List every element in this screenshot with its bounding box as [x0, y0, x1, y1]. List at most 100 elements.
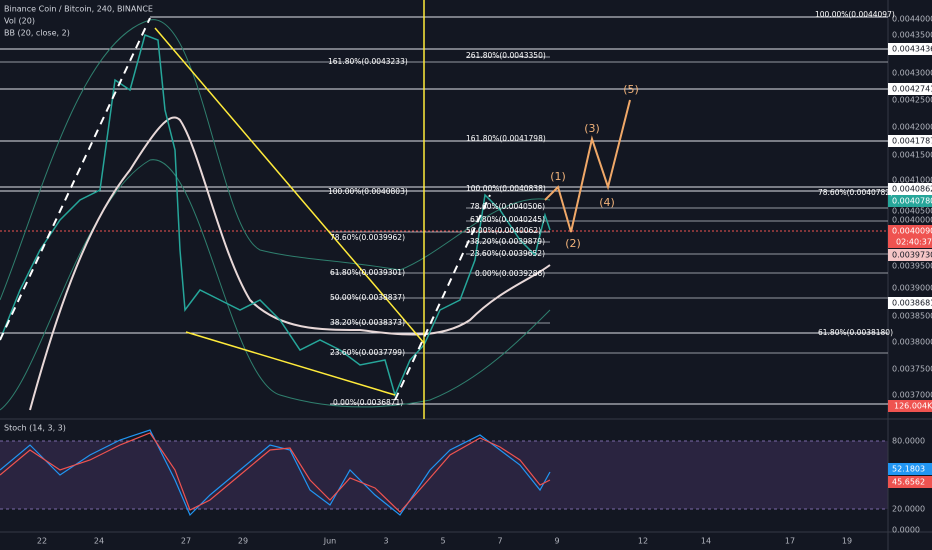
stoch-d — [0, 432, 551, 513]
price-marker: 0.0038681 — [892, 299, 932, 308]
price-label: 0.0040000 — [892, 216, 932, 225]
date-label: 3 — [383, 537, 388, 546]
fib-label: 50.00%(0.0038837) — [330, 293, 405, 302]
marker-bg — [888, 195, 932, 207]
marker-bg — [888, 400, 932, 412]
price-label: 0.0043500 — [892, 31, 932, 40]
indicator-label: Vol (20) — [4, 17, 35, 26]
bb-basis — [29, 116, 551, 411]
date-label: 9 — [554, 537, 559, 546]
fib-label: 100.00%(0.0040838) — [466, 184, 546, 193]
price-label: 0.0039000 — [892, 284, 932, 293]
indicator-label: Stoch (14, 3, 3) — [4, 424, 66, 433]
price-marker: 0.0040780 — [892, 197, 932, 206]
chart-title: Binance Coin / Bitcoin, 240, BINANCE — [4, 5, 153, 14]
date-label: 19 — [842, 537, 852, 546]
date-label: 12 — [638, 537, 648, 546]
countdown: 02:40:37 — [896, 238, 932, 247]
fib-label: 78.60%(0.0040782) — [818, 188, 893, 197]
stoch-marker: 45.6562 — [892, 478, 925, 487]
date-label: 24 — [94, 537, 104, 546]
marker-bg — [888, 225, 932, 248]
fib-label: 38.20%(0.0038373) — [330, 318, 405, 327]
price-marker: 0.0039730 — [892, 251, 932, 260]
marker-bg — [888, 297, 932, 309]
fib-labels: 100.00%(0.0044097) 261.80%(0.0043350) 16… — [328, 10, 895, 407]
date-label: 5 — [440, 537, 445, 546]
price-label: 0.0044000 — [892, 15, 932, 24]
fib-label: 0.00%(0.0039286) — [475, 269, 545, 278]
levels — [0, 16, 888, 405]
date-axis: 22 24 27 29 Jun 3 5 7 9 12 14 17 19 — [37, 537, 852, 546]
marker-bg — [888, 43, 932, 55]
bb-upper — [0, 19, 551, 301]
marker-bg — [888, 83, 932, 95]
wave-label: (2) — [565, 237, 581, 250]
price-marker: 0.0040090 — [892, 227, 932, 236]
price-marker: 0.0043436 — [892, 45, 932, 54]
indicator-label: BB (20, close, 2) — [4, 29, 70, 38]
marker-bg — [888, 463, 932, 475]
fib-label: 100.00%(0.0040803) — [328, 187, 408, 196]
dashed-trend — [0, 17, 151, 341]
price-label: 0.0039500 — [892, 262, 932, 271]
date-label: 27 — [181, 537, 191, 546]
marker-bg — [888, 183, 932, 195]
price-label: 0.0038000 — [892, 338, 932, 347]
price-label: 0.0042000 — [892, 123, 932, 132]
marker-bg — [888, 476, 932, 488]
trendline — [185, 331, 396, 396]
wave-label: (3) — [584, 122, 600, 135]
trendline — [154, 27, 425, 344]
date-label: 22 — [37, 537, 47, 546]
marker-bg — [888, 249, 932, 261]
bb-lower — [0, 159, 551, 411]
date-label: 7 — [497, 537, 502, 546]
fib-label: 23.60%(0.0039652) — [470, 249, 545, 258]
fib-label: 0.00%(0.0036871) — [333, 398, 403, 407]
price-label: 0.0043000 — [892, 69, 932, 78]
price-label: 0.0037500 — [892, 365, 932, 374]
price-axis: 0.0044000 0.0043500 0.0043000 0.0042500 … — [892, 15, 932, 400]
wave-projection — [544, 99, 631, 233]
stoch-band — [0, 441, 888, 509]
dashed-trend — [394, 194, 491, 401]
date-label: 14 — [701, 537, 711, 546]
fib-label: 78.60%(0.0039962) — [330, 233, 405, 242]
fib-label: 261.80%(0.0043350) — [466, 51, 546, 60]
price-label: 0.0041500 — [892, 151, 932, 160]
date-label: 17 — [785, 537, 795, 546]
price-marker: 0.0040862 — [892, 185, 932, 194]
stoch-marker: 52.1803 — [892, 465, 925, 474]
fib-label: 61.80%(0.0038180) — [818, 328, 893, 337]
fib-label: 38.20%(0.0039879) — [470, 237, 545, 246]
fib-label: 61.80%(0.0040245) — [470, 215, 545, 224]
date-label: Jun — [323, 537, 337, 546]
date-label: 29 — [238, 537, 248, 546]
volume-marker: 126.004K — [894, 402, 932, 411]
price-label: 0.0041000 — [892, 176, 932, 185]
stoch-axis-label: 80.0000 — [892, 437, 925, 446]
price-marker: 0.0042741 — [892, 85, 932, 94]
wave-label: (5) — [623, 83, 639, 96]
price-markers: 0.0043436 0.0042741 0.0041787 0.0040862 … — [888, 43, 932, 412]
marker-bg — [888, 135, 932, 147]
wave-label: (1) — [550, 170, 566, 183]
fib-label: 78.60%(0.0040506) — [470, 202, 545, 211]
fib-label: 50.00%(0.0040062) — [466, 226, 541, 235]
stoch-axis-label: 0.0000 — [892, 526, 920, 535]
stoch-axis-label: 20.0000 — [892, 505, 925, 514]
price-marker: 0.0041787 — [892, 137, 932, 146]
wave-label: (4) — [599, 196, 615, 209]
stoch-k — [0, 429, 551, 517]
price-label: 0.0042500 — [892, 96, 932, 105]
price-label: 0.0040500 — [892, 207, 932, 216]
fib-label: 100.00%(0.0044097) — [815, 10, 895, 19]
fib-label: 23.60%(0.0037799) — [330, 348, 405, 357]
fib-label: 161.80%(0.0041798) — [466, 134, 546, 143]
price-label: 0.0037000 — [892, 391, 932, 400]
price-label: 0.0038500 — [892, 312, 932, 321]
fib-label: 161.80%(0.0043233) — [328, 57, 408, 66]
fib-label: 61.80%(0.0039301) — [330, 268, 405, 277]
